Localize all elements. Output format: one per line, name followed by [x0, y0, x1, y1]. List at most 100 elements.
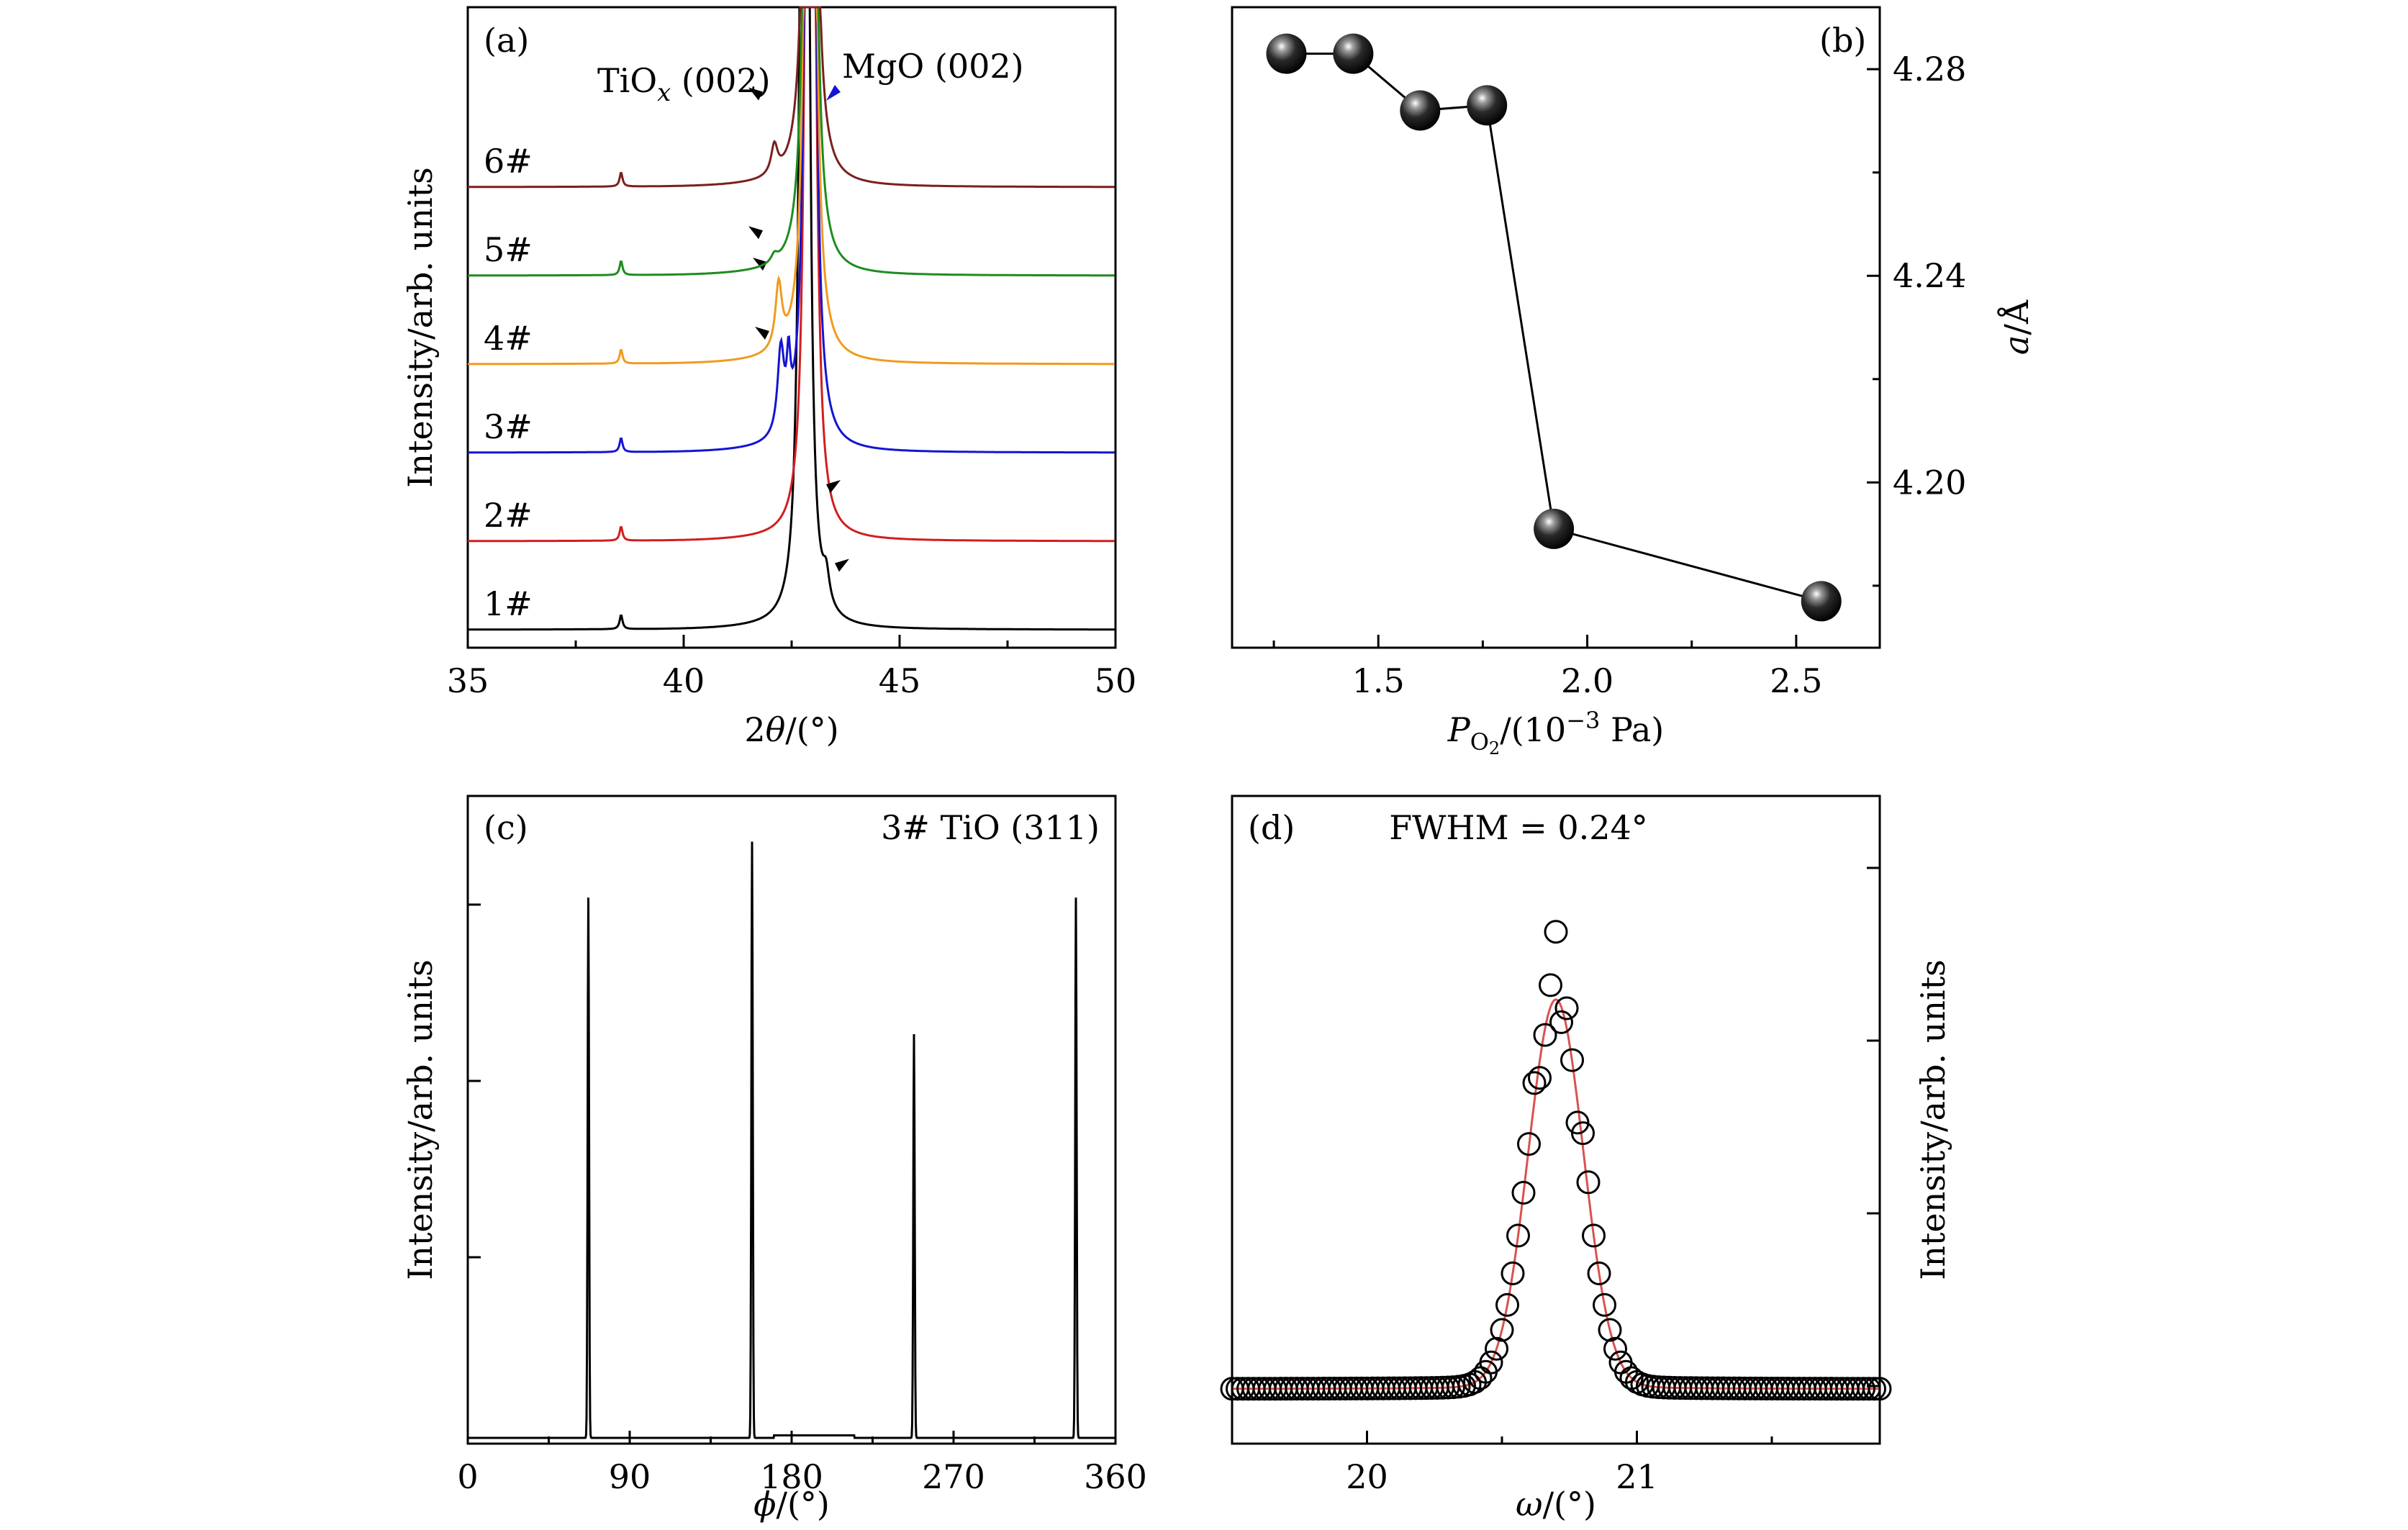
panel-a-series: 1# 2# 3# 4# 5# 6#	[468, 6, 1115, 631]
panel-d-point	[1511, 1180, 1536, 1205]
panel-a-x-tick-label: 50	[1095, 661, 1137, 700]
panel-c-ylabel: Intensity/arb. units	[401, 959, 440, 1280]
panel-c-label: (c)	[484, 808, 528, 847]
panel-d-point	[1554, 996, 1579, 1020]
panel-a-x-tick-label: 35	[447, 661, 489, 700]
panel-d-annotation: FWHM = 0.24°	[1389, 808, 1648, 847]
panel-d-point	[1539, 973, 1562, 997]
panel-d-xlabel: ω/(°)	[1516, 1485, 1596, 1524]
panel-d-point	[1576, 1170, 1601, 1195]
panel-b-x-tick-label: 2.5	[1770, 661, 1822, 700]
panel-d-plot	[1220, 920, 1892, 1401]
panel-c-plot	[468, 841, 1115, 1439]
series-label-1: 1#	[484, 584, 533, 623]
panel-d-point	[1517, 1132, 1541, 1156]
series-3-line	[468, 6, 1115, 454]
panel-a-x-ticks: 35 40 45 50	[447, 635, 1137, 700]
panel-c-x-tick-label: 270	[922, 1457, 985, 1496]
panel-d-point	[1593, 1293, 1616, 1317]
panel-b-label: (b)	[1819, 21, 1866, 60]
peak-arrow-6	[748, 87, 763, 101]
panel-d-fit-line	[1232, 998, 1880, 1390]
panel-d-point	[1495, 1293, 1519, 1317]
peak-arrow-1	[835, 558, 849, 572]
panel-c-annotation: 3# TiO (311)	[881, 808, 1100, 847]
panel-b-point	[1534, 508, 1575, 549]
panel-b: 1.5 2.0 2.54.204.244.28 (b) PO2/(10−3 Pa) …	[1231, 6, 2036, 759]
panel-b-frame	[1231, 6, 1881, 649]
panel-c: 0 90 180 270 360 (c) 3# TiO (311) ϕ/(°) Inte…	[401, 795, 1147, 1524]
peak-arrow-3	[755, 327, 769, 340]
panel-d-point	[1490, 1318, 1514, 1342]
series-label-3: 3#	[484, 407, 533, 446]
panel-d-point	[1479, 1350, 1503, 1375]
panel-b-y-tick-label: 4.20	[1893, 463, 1966, 502]
panel-c-xlabel: ϕ/(°)	[753, 1485, 830, 1524]
panel-c-x-tick-label: 360	[1084, 1457, 1147, 1496]
panel-a-x-tick-label: 45	[879, 661, 921, 700]
panel-b-ticks: 1.5 2.0 2.5 4.20 4.24 4.28	[1272, 50, 1966, 700]
panel-d-point	[1549, 1010, 1573, 1034]
panel-a-label: (a)	[484, 21, 529, 60]
panel-d-point	[1501, 1261, 1525, 1285]
series-label-2: 2#	[484, 496, 533, 535]
peak-arrow-5	[748, 226, 763, 240]
panel-d-point	[1862, 1377, 1886, 1401]
panel-d-point	[1485, 1336, 1508, 1361]
panel-d-point	[1582, 1223, 1606, 1248]
series-5-line	[468, 6, 1115, 277]
panel-d-x-tick-label: 21	[1616, 1457, 1658, 1496]
panel-b-xlabel: PO2/(10−3 Pa)	[1447, 707, 1665, 759]
panel-c-x-tick-label: 90	[609, 1457, 651, 1496]
panel-d-point	[1506, 1223, 1530, 1248]
panel-c-x-tick-label: 0	[457, 1457, 478, 1496]
peak-arrow-2	[826, 480, 841, 493]
panel-b-plot	[1266, 33, 1842, 622]
panel-d-point	[1598, 1318, 1622, 1342]
panel-b-ylabel: a/Å	[1996, 299, 2036, 355]
panel-b-point	[1333, 33, 1374, 74]
panel-a-annotation-mgo: MgO (002)	[842, 47, 1024, 86]
panel-d-point	[1857, 1377, 1881, 1401]
panel-d: 20 21 (d) FWHM = 0.24° ω/(°) Intensity/ar…	[1220, 795, 1952, 1524]
panel-a-xlabel: 2θ/(°)	[744, 710, 838, 749]
panel-a-ylabel: Intensity/arb. units	[401, 167, 440, 488]
series-label-6: 6#	[484, 142, 533, 181]
series-6-line	[468, 6, 1115, 189]
series-label-5: 5#	[484, 230, 533, 269]
panel-d-point	[1533, 1023, 1557, 1047]
panel-b-point	[1467, 85, 1508, 126]
panel-b-point	[1266, 33, 1307, 74]
panel-d-point	[1587, 1261, 1611, 1285]
panel-d-point	[1544, 920, 1568, 944]
series-label-4: 4#	[484, 319, 533, 358]
panel-d-ticks: 20 21	[1231, 866, 1880, 1496]
panel-c-line	[468, 841, 1115, 1439]
panel-a-annotation-tiox: TiOx (002)	[597, 61, 771, 107]
panel-b-y-tick-label: 4.28	[1893, 50, 1966, 89]
panel-d-point	[1603, 1336, 1627, 1361]
panel-b-point	[1400, 90, 1441, 131]
panel-d-point	[1868, 1377, 1892, 1401]
series-2-line	[468, 6, 1115, 543]
panel-c-x-tick-label: 180	[760, 1457, 823, 1496]
panel-d-ylabel: Intensity/arb. units	[1914, 959, 1952, 1280]
panel-c-frame	[466, 795, 1117, 1445]
panel-c-ticks: 0 90 180 270 360	[457, 903, 1147, 1496]
series-1-line	[468, 6, 1115, 631]
panel-b-y-tick-label: 4.24	[1893, 256, 1966, 295]
panel-b-x-tick-label: 2.0	[1561, 661, 1613, 700]
panel-d-frame	[1231, 795, 1881, 1445]
panel-b-point	[1801, 581, 1842, 622]
panel-d-point	[1852, 1377, 1875, 1401]
panel-d-point	[1522, 1071, 1547, 1095]
panel-a-frame	[466, 6, 1117, 649]
panel-d-point	[1528, 1066, 1552, 1090]
panel-b-x-tick-label: 1.5	[1352, 661, 1405, 700]
panel-a-x-tick-label: 40	[663, 661, 705, 700]
peak-arrow-4	[753, 258, 767, 271]
panel-d-x-tick-label: 20	[1346, 1457, 1388, 1496]
mgo-arrow	[826, 85, 841, 101]
panel-d-label: (d)	[1248, 808, 1295, 847]
